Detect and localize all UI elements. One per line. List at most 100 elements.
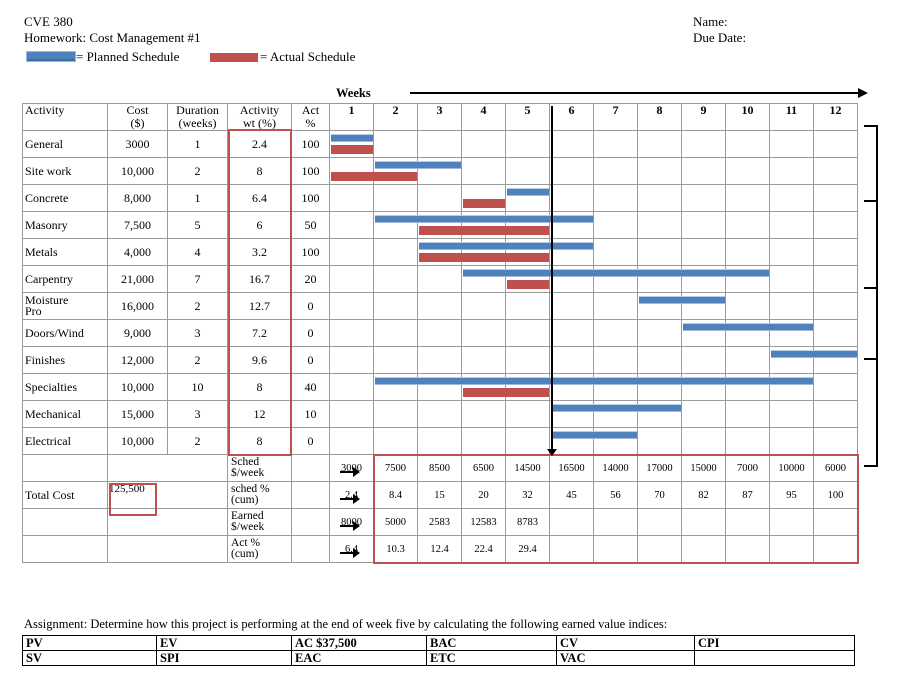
summary-row: Act % (cum) 6.4 10.3 12.4 22.4 29.4 (22, 535, 858, 563)
week-cell (505, 319, 550, 347)
activity-cost: 21,000 (107, 265, 168, 293)
week-cell (373, 238, 418, 266)
planned-bar (374, 214, 593, 223)
week-cell (373, 292, 418, 320)
planned-bar (638, 295, 725, 304)
week-cell (593, 238, 638, 266)
col-cost: Cost (126, 103, 149, 117)
planned-bar (462, 268, 769, 277)
week-cell (725, 238, 770, 266)
activity-duration: 2 (167, 427, 228, 455)
etc-cell[interactable]: ETC (426, 650, 557, 666)
actual-bar (330, 144, 373, 154)
ac-cell[interactable]: AC $37,500 (291, 635, 427, 651)
planned-bar (550, 403, 681, 412)
activity-duration: 7 (167, 265, 228, 293)
cv-cell[interactable]: CV (556, 635, 695, 651)
week-cell (637, 427, 682, 455)
week-cell (505, 157, 550, 185)
total-cost-value: 125,500 (109, 483, 145, 495)
summary-value: 100 (813, 481, 858, 509)
col-duration-unit: (weeks) (178, 116, 217, 130)
right-bracket-tick (863, 199, 878, 202)
week-cell (681, 400, 726, 428)
week-cell (725, 130, 770, 158)
activity-name: General (22, 130, 108, 158)
cpi-cell[interactable]: CPI (694, 635, 855, 651)
week-cell (769, 238, 814, 266)
sv-cell[interactable]: SV (22, 650, 157, 666)
spi-cell[interactable]: SPI (156, 650, 292, 666)
activity-duration: 2 (167, 157, 228, 185)
activity-row: Mechanical 15,000 3 12 10 (22, 400, 858, 428)
activity-duration: 2 (167, 292, 228, 320)
summary-arrow-cell (291, 535, 330, 563)
week-cell (461, 157, 506, 185)
col-cost-unit: ($) (130, 116, 145, 130)
eac-cell[interactable]: EAC (291, 650, 427, 666)
week-cell (461, 400, 506, 428)
activity-cost: 7,500 (107, 211, 168, 239)
activity-weight: 12.7 (227, 292, 292, 320)
legend-actual-swatch (210, 53, 258, 62)
week-cell (549, 292, 594, 320)
week-header: 7 (593, 103, 638, 131)
week-header: 9 (681, 103, 726, 131)
week-cell (681, 157, 726, 185)
summary-value (813, 508, 858, 536)
summary-row: Total Cost 125,500 sched % (cum) 2.4 8.4 15 20 3… (22, 481, 858, 509)
summary-value: 14000 (593, 454, 638, 482)
bac-cell[interactable]: BAC (426, 635, 557, 651)
pv-cell[interactable]: PV (22, 635, 157, 651)
actual-bar (330, 171, 417, 181)
summary-value: 2.4 (329, 481, 374, 509)
week-cell (329, 292, 374, 320)
activity-act-pct: 100 (291, 184, 330, 212)
blank-cell[interactable] (694, 650, 855, 666)
planned-bar (550, 430, 637, 439)
activity-row: Concrete 8,000 1 6.4 100 (22, 184, 858, 212)
actual-bar (506, 279, 549, 289)
week-cell (329, 373, 374, 401)
col-activity-wt-unit: wt (%) (243, 116, 276, 130)
summary-pointer-arrow (339, 494, 360, 504)
week-cell (769, 265, 814, 293)
week-cell (373, 130, 418, 158)
week-cell (813, 184, 858, 212)
vac-cell[interactable]: VAC (556, 650, 695, 666)
summary-value: 8500 (417, 454, 462, 482)
week-cell (549, 184, 594, 212)
summary-pointer-arrow (339, 548, 360, 558)
activity-duration: 5 (167, 211, 228, 239)
week-cell (769, 292, 814, 320)
week-cell (505, 400, 550, 428)
summary-value (593, 535, 638, 563)
week-cell (725, 211, 770, 239)
week-cell (373, 319, 418, 347)
summary-arrow-cell (291, 481, 330, 509)
week-cell (725, 184, 770, 212)
planned-bar (418, 241, 593, 250)
activity-cost: 4,000 (107, 238, 168, 266)
actual-bar (462, 387, 549, 397)
assignment-text: Assignment: Determine how this project i… (24, 617, 668, 631)
week-header: 2 (373, 103, 418, 131)
week-cell (593, 157, 638, 185)
activity-name: Finishes (22, 346, 108, 374)
week-cell (813, 130, 858, 158)
week-cell (813, 319, 858, 347)
activity-name: Carpentry (22, 265, 108, 293)
week-cell (417, 184, 462, 212)
week-cell (461, 427, 506, 455)
activity-cost: 9,000 (107, 319, 168, 347)
week-cell (813, 211, 858, 239)
col-act: Act (301, 103, 320, 117)
planned-bar (506, 187, 549, 196)
ev-cell[interactable]: EV (156, 635, 292, 651)
summary-values-highlight (372, 453, 859, 564)
week-cell (329, 238, 374, 266)
week-cell (373, 184, 418, 212)
assignment-row: SV SPI EAC ETC VAC (22, 650, 855, 666)
week-header: 11 (769, 103, 814, 131)
total-cost-label: Total Cost (22, 481, 108, 509)
